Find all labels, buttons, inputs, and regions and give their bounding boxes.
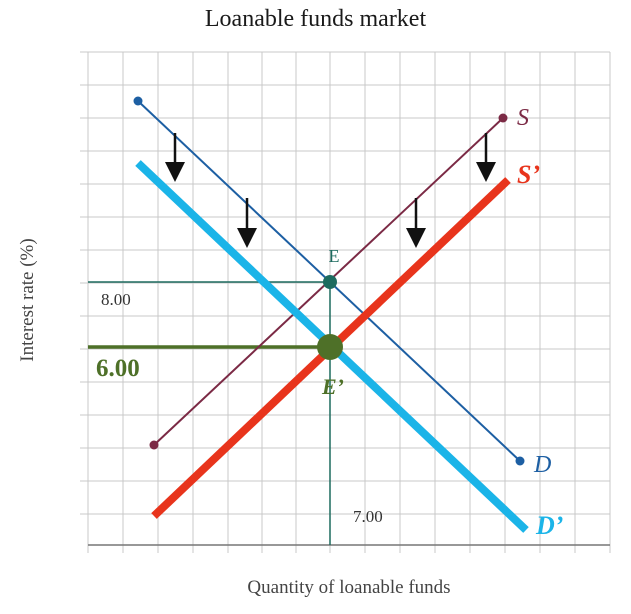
initial-quantity-label: 7.00 <box>353 507 383 526</box>
x-axis-label: Quantity of loanable funds <box>247 577 451 598</box>
demand-curve-end-point <box>515 456 525 466</box>
y-axis-label: Interest rate (%) <box>17 238 38 362</box>
demand-curve-start-point <box>133 96 143 106</box>
initial-rate-label: 8.00 <box>101 290 131 309</box>
diagram-title: Loanable funds market <box>204 6 427 32</box>
new-equilibrium-point <box>317 334 343 360</box>
new-supply-curve-label: S’ <box>517 160 540 189</box>
demand-curve-label: D <box>533 452 551 478</box>
supply-curve-end-point <box>498 113 508 123</box>
grid <box>80 51 611 553</box>
new-equilibrium-label: E’ <box>321 374 344 399</box>
initial-equilibrium-label: E <box>329 246 340 266</box>
new-demand-curve-label: D’ <box>535 511 563 540</box>
supply-curve-label: S <box>517 105 529 131</box>
new-rate-label: 6.00 <box>96 355 140 382</box>
initial-equilibrium-point <box>323 275 337 289</box>
supply-curve-start-point <box>149 440 159 450</box>
